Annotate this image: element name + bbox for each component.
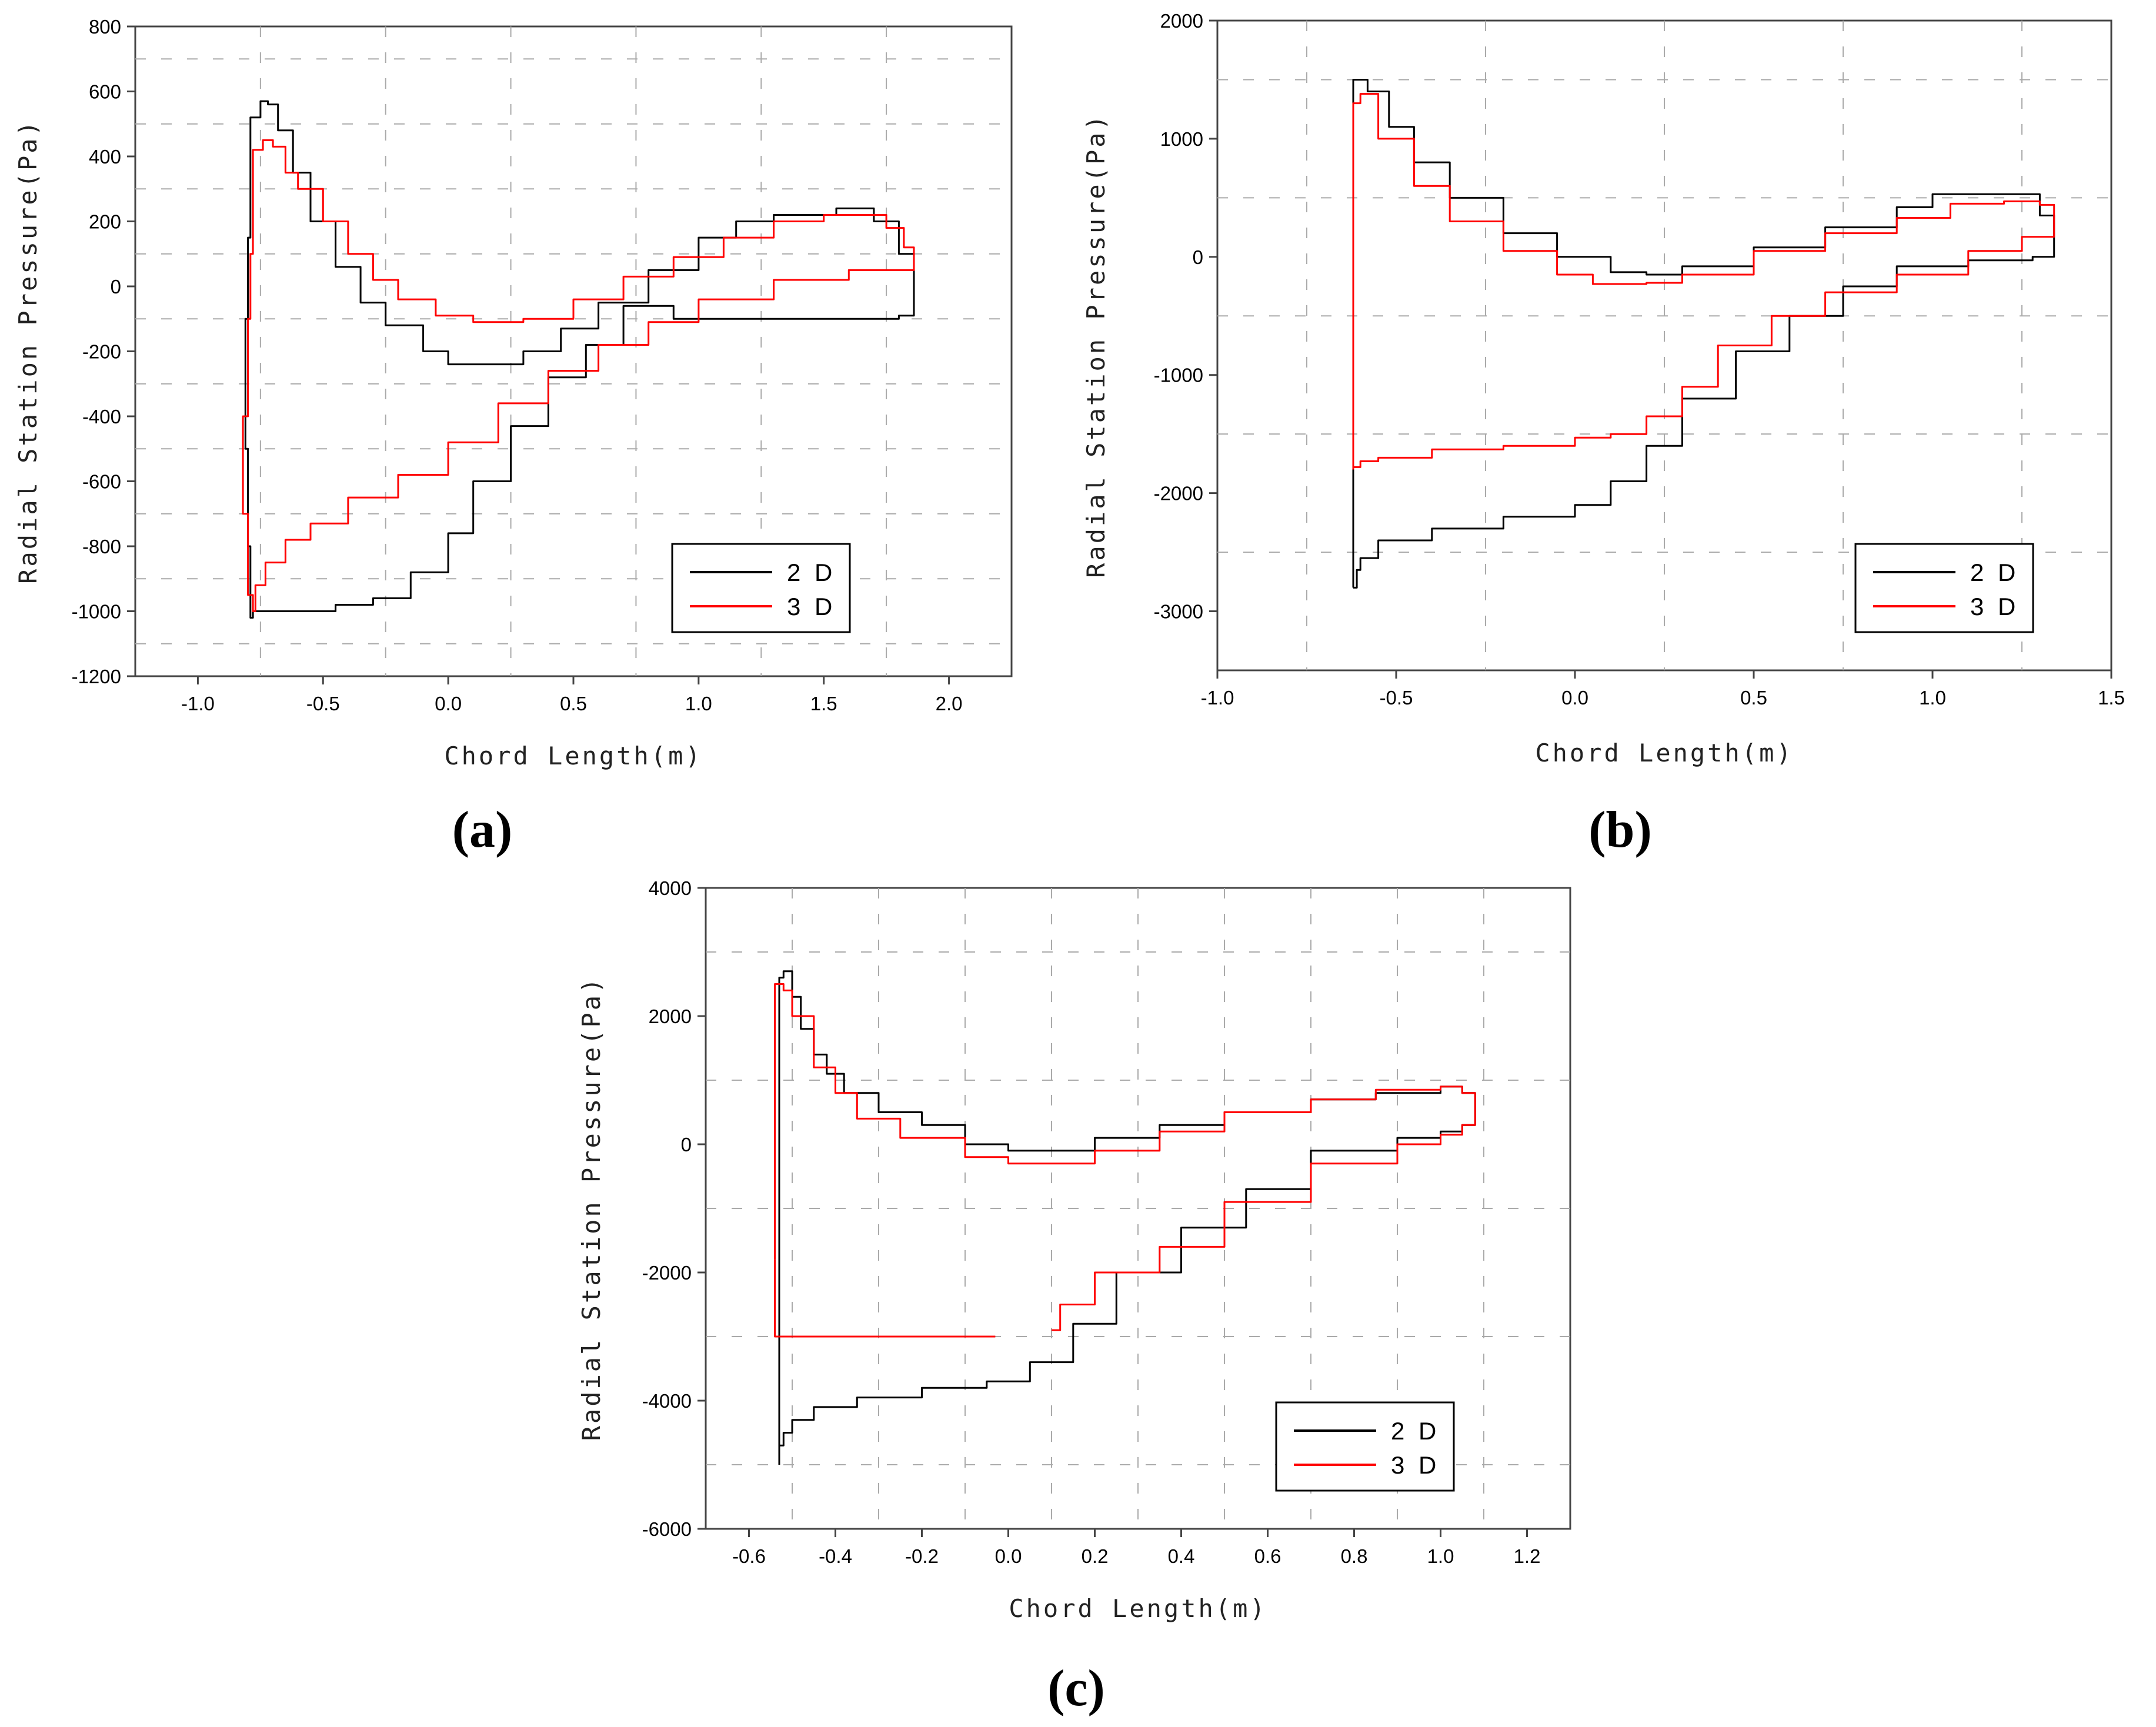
- y-tick-label: 400: [89, 146, 121, 168]
- y-tick-label: 1000: [1160, 128, 1203, 150]
- x-tick-label: 0.5: [1740, 687, 1767, 709]
- legend-box: [1854, 543, 2034, 633]
- y-axis-title: Radial Station Pressure(Pa): [577, 976, 606, 1441]
- x-tick-label: 0.6: [1254, 1545, 1281, 1567]
- x-tick-label: 0.0: [1561, 687, 1588, 709]
- series-line-3d: [774, 1260, 996, 1338]
- chart-a: -1.0 -0.5 0.0 0.5 1.0 1.5 2.0 -1200 -1000 -800 -60…: [14, 16, 1013, 859]
- x-tick-label: -0.5: [1380, 687, 1413, 709]
- panel-label: (c): [1047, 1660, 1105, 1717]
- y-tick-label: -1000: [72, 601, 121, 623]
- y-tick-label: -2000: [1154, 483, 1203, 505]
- x-axis-title: Chord Length(m): [444, 741, 702, 770]
- x-tick-label: 1.5: [2098, 687, 2125, 709]
- chart-c: -0.6 -0.4 -0.2 0.0 0.2 0.4 0.6 0.8 1.0 1.2 -6000 -4…: [577, 877, 1571, 1717]
- x-tick-label: 0.8: [1341, 1545, 1368, 1567]
- legend-label: 3 D: [787, 593, 836, 620]
- x-tick-label: -1.0: [181, 693, 215, 714]
- x-tick-label: 0.0: [435, 693, 462, 714]
- x-tick-label: 1.0: [685, 693, 712, 714]
- legend-label: 2 D: [1970, 559, 2019, 586]
- legend-box: [1275, 1401, 1455, 1492]
- x-tick-label: -0.5: [306, 693, 340, 714]
- x-tick-label: 2.0: [936, 693, 963, 714]
- x-tick-label: 1.0: [1919, 687, 1946, 709]
- series-line-3d: [1352, 93, 2055, 470]
- y-axis-title: Radial Station Pressure(Pa): [1082, 113, 1110, 578]
- y-tick-label: 0: [681, 1134, 692, 1155]
- y-tick-label: 800: [89, 16, 121, 38]
- y-tick-label: -800: [82, 536, 121, 557]
- x-tick-label: 1.0: [1427, 1545, 1454, 1567]
- y-tick-label: 4000: [649, 877, 692, 899]
- y-tick-label: -1000: [1154, 365, 1203, 386]
- y-tick-label: -2000: [642, 1262, 692, 1284]
- x-tick-label: 0.5: [560, 693, 587, 714]
- x-axis-title: Chord Length(m): [1535, 739, 1793, 767]
- x-tick-label: -0.4: [819, 1545, 852, 1567]
- y-tick-label: 2000: [1160, 10, 1203, 32]
- chart-b: -1.0 -0.5 0.0 0.5 1.0 1.5 -3000 -2000 -1000 0 1000…: [1082, 10, 2125, 859]
- legend-label: 3 D: [1970, 593, 2019, 620]
- y-tick-label: -400: [82, 406, 121, 427]
- y-axis-title: Radial Station Pressure(Pa): [14, 119, 42, 584]
- y-tick-label: 2000: [649, 1006, 692, 1027]
- y-tick-label: -3000: [1154, 601, 1203, 623]
- y-tick-label: -600: [82, 471, 121, 493]
- series-line-2d: [778, 970, 1476, 1465]
- series-line-3d: [242, 139, 915, 612]
- y-tick-label: 0: [111, 276, 121, 298]
- x-tick-label: 1.5: [810, 693, 837, 714]
- y-tick-label: 200: [89, 211, 121, 233]
- x-tick-label: -0.6: [732, 1545, 766, 1567]
- x-axis-title: Chord Length(m): [1009, 1594, 1267, 1623]
- y-tick-label: -6000: [642, 1518, 692, 1540]
- panel-label: (b): [1588, 801, 1652, 859]
- y-tick-label: 0: [1193, 246, 1203, 268]
- legend-label: 3 D: [1391, 1451, 1440, 1479]
- y-tick-label: -1200: [72, 666, 121, 687]
- panel-label: (a): [452, 801, 513, 859]
- y-tick-label: 600: [89, 81, 121, 103]
- x-tick-label: 0.0: [995, 1545, 1022, 1567]
- series-line-2d: [244, 100, 915, 619]
- series-line-2d: [1352, 79, 2055, 589]
- x-tick-label: -0.2: [905, 1545, 939, 1567]
- series-line-3d: [774, 983, 1476, 1331]
- x-tick-label: 1.2: [1514, 1545, 1541, 1567]
- x-tick-label: 0.4: [1168, 1545, 1195, 1567]
- x-tick-label: 0.2: [1082, 1545, 1109, 1567]
- y-tick-label: -4000: [642, 1390, 692, 1412]
- legend-box: [671, 543, 851, 633]
- y-tick-label: -200: [82, 341, 121, 363]
- x-tick-label: -1.0: [1201, 687, 1234, 709]
- legend-label: 2 D: [787, 559, 836, 586]
- legend-label: 2 D: [1391, 1417, 1440, 1445]
